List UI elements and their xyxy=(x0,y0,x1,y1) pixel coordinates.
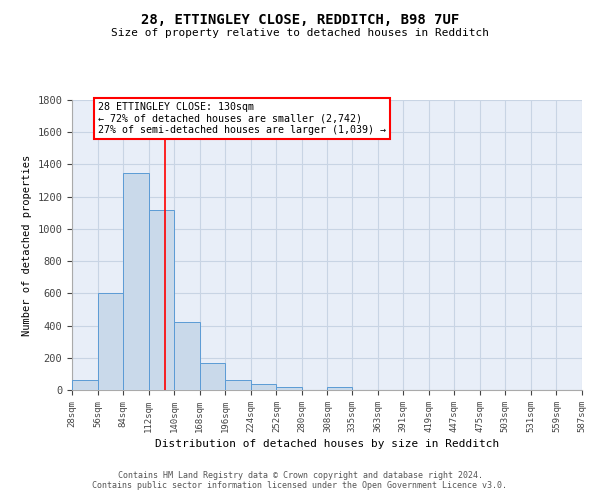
Bar xyxy=(72,380,98,390)
Bar xyxy=(328,387,352,390)
Text: Contains HM Land Registry data © Crown copyright and database right 2024.
Contai: Contains HM Land Registry data © Crown c… xyxy=(92,470,508,490)
Text: 28, ETTINGLEY CLOSE, REDDITCH, B98 7UF: 28, ETTINGLEY CLOSE, REDDITCH, B98 7UF xyxy=(141,12,459,26)
Bar xyxy=(251,384,277,390)
Bar xyxy=(200,362,225,390)
Bar xyxy=(225,380,251,390)
Bar xyxy=(123,172,149,390)
Y-axis label: Number of detached properties: Number of detached properties xyxy=(22,154,32,336)
Text: Size of property relative to detached houses in Redditch: Size of property relative to detached ho… xyxy=(111,28,489,38)
X-axis label: Distribution of detached houses by size in Redditch: Distribution of detached houses by size … xyxy=(155,439,499,449)
Bar xyxy=(174,322,200,390)
Bar xyxy=(98,294,123,390)
Text: 28 ETTINGLEY CLOSE: 130sqm
← 72% of detached houses are smaller (2,742)
27% of s: 28 ETTINGLEY CLOSE: 130sqm ← 72% of deta… xyxy=(98,102,386,135)
Bar xyxy=(149,210,174,390)
Bar xyxy=(277,387,302,390)
